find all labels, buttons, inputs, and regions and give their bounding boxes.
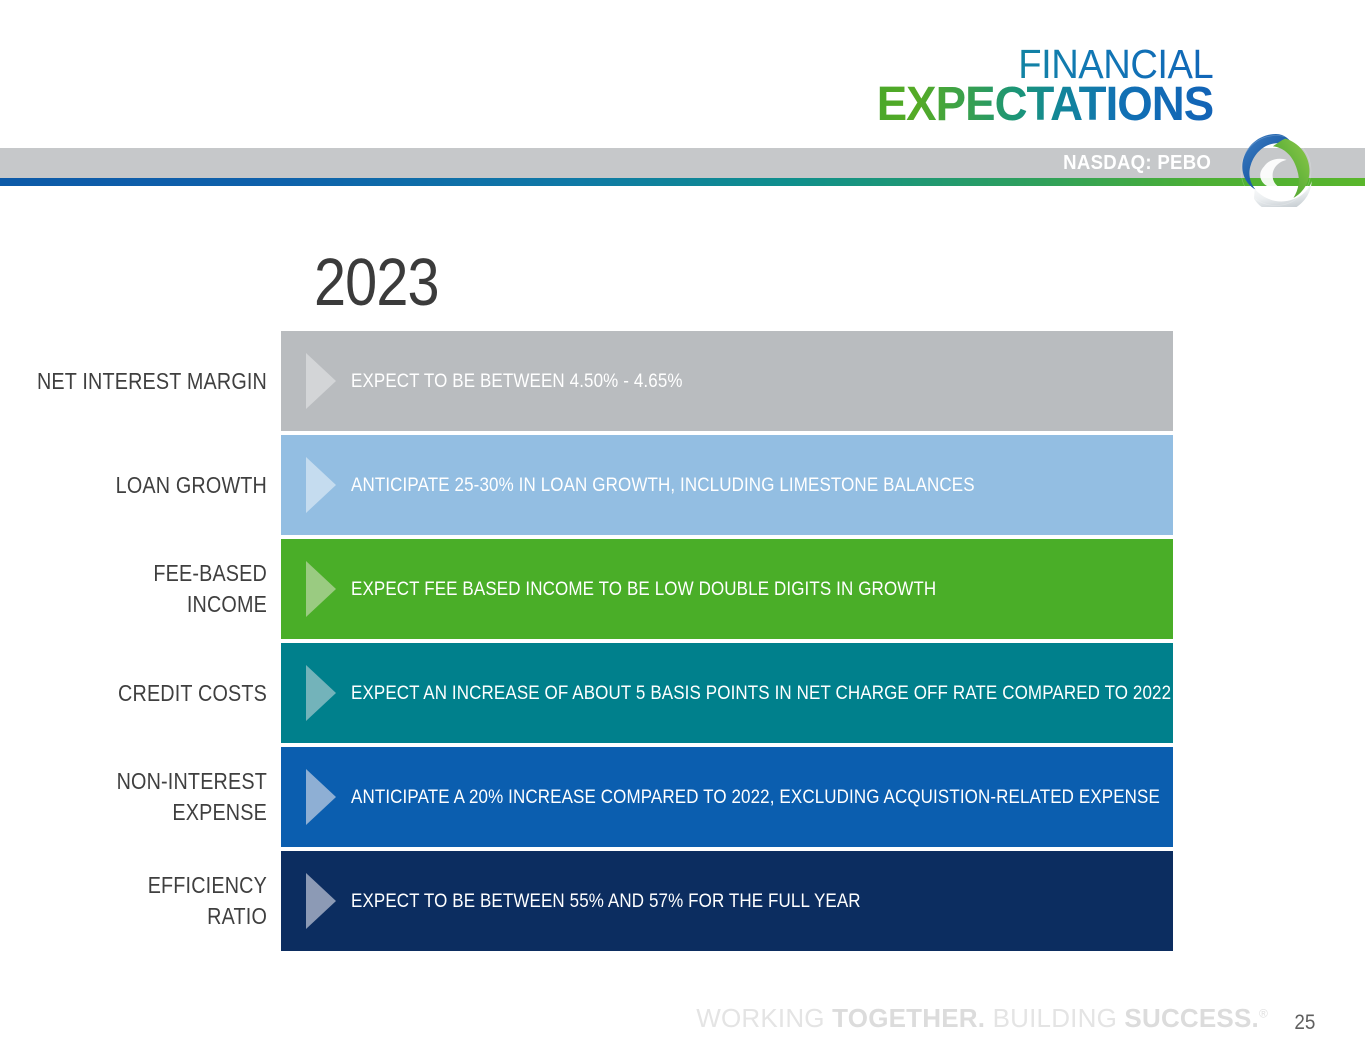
row-bar-net-interest-margin[interactable]: EXPECT TO BE BETWEEN 4.50% - 4.65%: [281, 331, 1173, 431]
row-label-loan-growth: LOAN GROWTH: [37, 435, 267, 535]
row-label-net-interest-margin: NET INTEREST MARGIN: [37, 331, 267, 431]
expectation-row: FEE-BASED INCOME EXPECT FEE BASED INCOME…: [0, 539, 1365, 639]
tagline-part-3: BUILDING: [985, 1003, 1125, 1033]
chevron-right-icon: [306, 457, 336, 513]
row-text-loan-growth: ANTICIPATE 25-30% IN LOAN GROWTH, INCLUD…: [351, 473, 975, 496]
row-label-line: RATIO: [207, 903, 267, 929]
expectation-row: CREDIT COSTS EXPECT AN INCREASE OF ABOUT…: [0, 643, 1365, 743]
tagline-part-1: WORKING: [696, 1003, 833, 1033]
row-label-non-interest-expense: NON-INTEREST EXPENSE: [37, 747, 267, 847]
chevron-right-icon: [306, 769, 336, 825]
row-text-fee-based-income: EXPECT FEE BASED INCOME TO BE LOW DOUBLE…: [351, 577, 937, 600]
row-label-line: NET INTEREST MARGIN: [36, 367, 268, 394]
slide-title: FINANCIAL EXPECTATIONS: [859, 44, 1214, 131]
row-bar-fee-based-income[interactable]: EXPECT FEE BASED INCOME TO BE LOW DOUBLE…: [281, 539, 1173, 639]
registered-trademark-icon: ®: [1258, 1006, 1268, 1021]
row-label-credit-costs: CREDIT COSTS: [37, 643, 267, 743]
header-gradient-rule: [0, 178, 1365, 186]
row-label-line: EFFICIENCY: [147, 872, 267, 899]
row-text-credit-costs: EXPECT AN INCREASE OF ABOUT 5 BASIS POIN…: [351, 681, 1172, 704]
header-band: [0, 148, 1365, 178]
slide-title-line-2: EXPECTATIONS: [876, 78, 1214, 131]
year-heading: 2023: [314, 245, 440, 320]
chevron-right-icon: [306, 353, 336, 409]
chevron-right-icon: [306, 561, 336, 617]
row-text-net-interest-margin: EXPECT TO BE BETWEEN 4.50% - 4.65%: [351, 369, 683, 392]
row-bar-loan-growth[interactable]: ANTICIPATE 25-30% IN LOAN GROWTH, INCLUD…: [281, 435, 1173, 535]
row-bar-non-interest-expense[interactable]: ANTICIPATE A 20% INCREASE COMPARED TO 20…: [281, 747, 1173, 847]
ticker-symbol: NASDAQ: PEBO: [1062, 152, 1211, 174]
tagline-part-4: SUCCESS.: [1124, 1003, 1259, 1033]
expectation-row: NON-INTEREST EXPENSE ANTICIPATE A 20% IN…: [0, 747, 1365, 847]
chevron-right-icon: [306, 665, 336, 721]
row-label-line: CREDIT COSTS: [118, 679, 268, 706]
slide-title-line-1: FINANCIAL: [884, 44, 1213, 85]
row-label-line: EXPENSE: [172, 799, 267, 825]
row-label-fee-based-income: FEE-BASED INCOME: [37, 539, 267, 639]
row-label-line: NON-INTEREST: [116, 768, 267, 795]
row-label-line: FEE-BASED: [153, 560, 267, 587]
tagline-part-2: TOGETHER.: [832, 1003, 986, 1033]
page-number: 25: [1293, 1011, 1315, 1034]
row-label-line: LOAN GROWTH: [115, 471, 267, 498]
expectation-row: LOAN GROWTH ANTICIPATE 25-30% IN LOAN GR…: [0, 435, 1365, 535]
chevron-right-icon: [306, 873, 336, 929]
footer-tagline: WORKING TOGETHER. BUILDING SUCCESS.®: [696, 1003, 1268, 1034]
expectations-list: NET INTEREST MARGIN EXPECT TO BE BETWEEN…: [0, 331, 1365, 955]
row-bar-efficiency-ratio[interactable]: EXPECT TO BE BETWEEN 55% AND 57% FOR THE…: [281, 851, 1173, 951]
expectation-row: NET INTEREST MARGIN EXPECT TO BE BETWEEN…: [0, 331, 1365, 431]
row-bar-credit-costs[interactable]: EXPECT AN INCREASE OF ABOUT 5 BASIS POIN…: [281, 643, 1173, 743]
row-label-efficiency-ratio: EFFICIENCY RATIO: [37, 851, 267, 951]
row-label-line: INCOME: [186, 591, 267, 617]
expectation-row: EFFICIENCY RATIO EXPECT TO BE BETWEEN 55…: [0, 851, 1365, 951]
row-text-efficiency-ratio: EXPECT TO BE BETWEEN 55% AND 57% FOR THE…: [351, 889, 861, 912]
row-text-non-interest-expense: ANTICIPATE A 20% INCREASE COMPARED TO 20…: [351, 785, 1160, 808]
peoples-bancorp-logo-icon: [1238, 131, 1314, 213]
